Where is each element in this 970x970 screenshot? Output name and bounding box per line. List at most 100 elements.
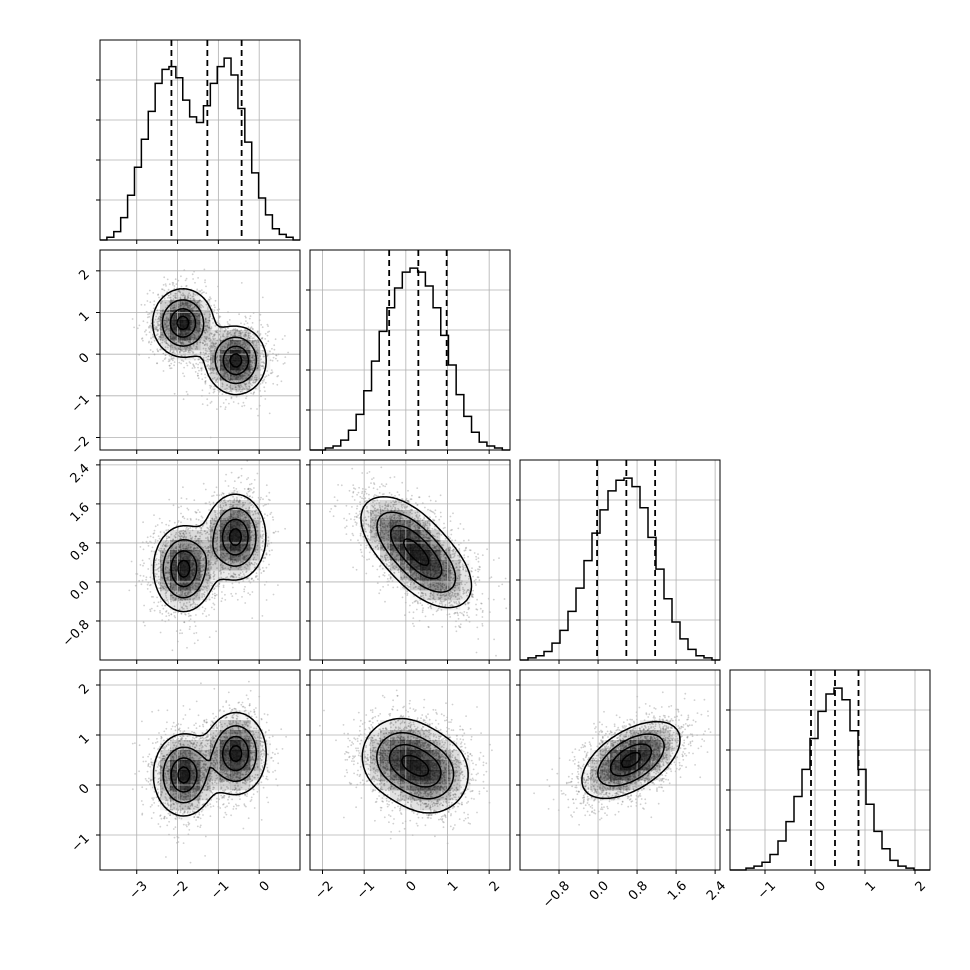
scatter-point [173,352,176,355]
scatter-point [157,320,160,323]
scatter-point [241,553,244,556]
scatter-point [212,343,215,346]
scatter-point [226,387,228,390]
scatter-point [247,374,250,377]
scatter-point [227,344,230,347]
scatter-point [260,344,263,347]
scatter-point [189,603,192,606]
scatter-point [159,315,161,318]
scatter-point [147,545,150,547]
scatter-point [212,334,215,336]
scatter-point [200,588,203,590]
scatter-point [256,367,259,370]
scatter-point [226,384,228,387]
scatter-point [224,370,227,372]
scatter-point [158,583,161,586]
scatter-point [251,341,254,344]
scatter-point [264,556,267,559]
scatter-point [252,337,255,339]
scatter-point [194,584,196,587]
scatter-point [169,594,172,597]
scatter-point [181,359,183,362]
scatter-point [164,572,167,575]
scatter-point [218,524,221,526]
scatter-point [237,390,239,393]
scatter-point [250,368,252,371]
scatter-point [233,501,236,504]
scatter-point [164,589,167,591]
scatter-point [224,408,227,410]
scatter-point [195,524,198,526]
density-cell [220,370,231,381]
scatter-point [180,613,183,615]
scatter-point [147,313,149,316]
scatter-point [215,331,218,334]
scatter-point [177,534,180,537]
scatter-point [207,563,209,565]
scatter-point [277,375,280,377]
scatter-point [181,545,184,547]
scatter-point [228,506,231,508]
scatter-point [188,306,190,309]
scatter-point [191,306,194,309]
scatter-point [200,555,203,557]
scatter-point [207,568,210,571]
scatter-point [210,547,213,549]
scatter-point [183,366,186,369]
scatter-point [187,350,190,352]
scatter-point [211,593,214,596]
scatter-point [244,344,247,346]
scatter-point [247,334,250,337]
scatter-point [190,347,192,349]
scatter-point [205,329,208,332]
scatter-point [179,291,182,294]
scatter-point [200,515,203,518]
scatter-point [168,312,170,315]
scatter-point [158,335,161,338]
scatter-point [158,309,161,312]
scatter-point [170,300,173,303]
scatter-point [241,504,244,506]
scatter-point [206,336,209,338]
scatter-point [208,577,211,580]
scatter-point [189,294,192,297]
scatter-point [215,379,218,382]
scatter-point [213,333,216,336]
scatter-point [197,546,200,549]
scatter-point [253,538,256,540]
scatter-point [210,372,213,374]
scatter-point [184,530,186,533]
scatter-point [240,384,242,386]
scatter-point [181,606,184,608]
scatter-point [256,339,259,341]
scatter-point [180,342,183,345]
scatter-point [162,334,164,337]
scatter-point [159,338,162,341]
scatter-point [174,598,177,601]
scatter-point [211,342,213,345]
scatter-point [220,513,222,516]
scatter-point [159,335,162,338]
scatter-point [204,318,207,321]
scatter-point [204,376,207,379]
scatter-point [174,278,177,281]
scatter-point [241,512,243,515]
scatter-point [213,334,216,337]
scatter-point [223,370,226,373]
scatter-point [189,349,191,351]
scatter-point [266,370,269,372]
scatter-point [212,342,215,345]
scatter-point [165,318,168,321]
scatter-point [214,594,217,597]
scatter-point [230,397,233,400]
scatter-point [208,326,210,329]
scatter-point [206,308,209,310]
scatter-point [208,577,211,579]
scatter-point [166,578,169,581]
scatter-point [185,498,188,500]
scatter-point [202,547,205,549]
scatter-point [221,597,224,600]
scatter-point [211,552,214,554]
scatter-point [208,636,211,638]
scatter-point [168,614,171,617]
